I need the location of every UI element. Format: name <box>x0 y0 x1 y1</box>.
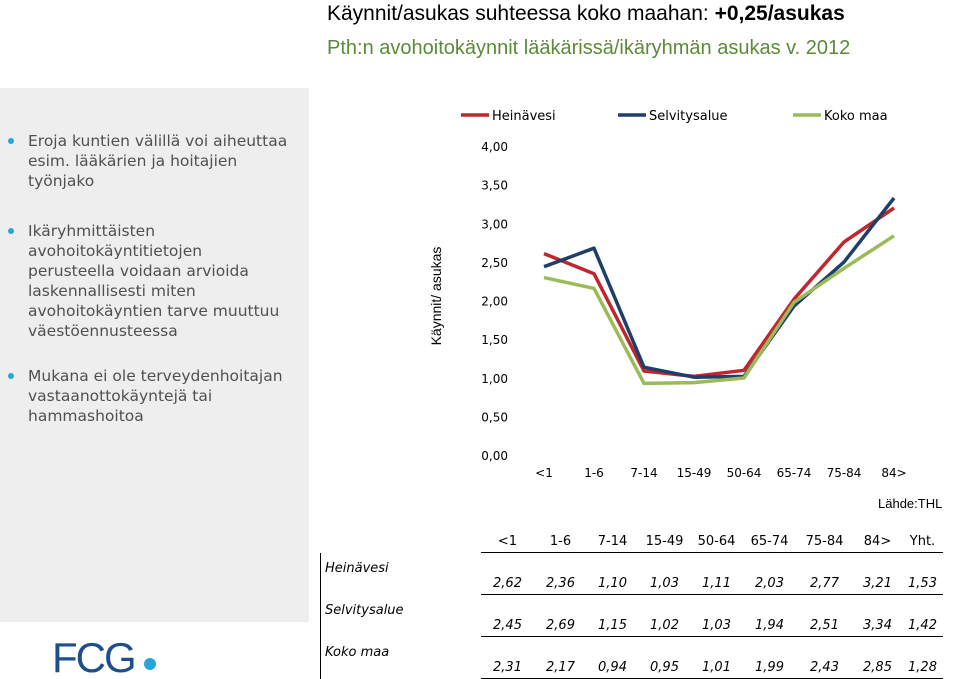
x-axis: <1 1-6 7-14 15-49 50-64 65-74 75-84 84> <box>535 466 907 480</box>
legend-label: Heinävesi <box>492 109 556 124</box>
x-tick-label: 75-84 <box>827 466 862 480</box>
table-cell: 3,34 <box>852 594 903 637</box>
table-cell: 1,03 <box>638 552 691 595</box>
side-panel <box>0 88 309 622</box>
y-tick-label: 3,00 <box>481 217 508 231</box>
page-title: Käynnit/asukas suhteessa koko maahan: +0… <box>327 2 845 26</box>
x-tick-label: 7-14 <box>630 466 657 480</box>
table-cell: 1,53 <box>902 552 943 595</box>
series-line <box>543 206 895 379</box>
line-chart: Heinävesi Selvitysalue Koko maa 0,00 0,50 1,… <box>428 109 907 480</box>
x-tick-label: <1 <box>535 466 553 480</box>
table-cell: 2,43 <box>796 636 853 679</box>
data-table: <1 1-6 7-14 15-49 50-64 65-74 75-84 84> Yht. Hein… <box>320 530 943 679</box>
x-tick-label: 50-64 <box>727 466 762 480</box>
x-tick-label: 84> <box>881 466 906 480</box>
table-row: Koko maa 2,31 2,17 0,94 0,95 1,01 1,99 2,43 2,85… <box>320 636 943 679</box>
x-tick-label: 1-6 <box>584 466 604 480</box>
series-lines <box>543 196 896 386</box>
table-cell: 0,95 <box>638 636 691 679</box>
logo-dot-icon <box>144 658 156 670</box>
y-tick-label: 1,50 <box>481 333 508 347</box>
table-header-cell: Yht. <box>902 530 943 553</box>
table-cell: 1,94 <box>742 594 797 637</box>
bullet-item: Ikäryhmittäisten avohoitokäyntitietojen … <box>8 221 288 341</box>
table-row-label: Selvitysalue <box>320 594 481 637</box>
title-prefix: Käynnit/asukas suhteessa koko maahan: <box>327 2 715 25</box>
table-header-cell: <1 <box>480 530 535 553</box>
table-cell: 1,42 <box>902 594 943 637</box>
table-cell: 2,03 <box>742 552 797 595</box>
table-header-cell: 7-14 <box>586 530 639 553</box>
bullet-text: Eroja kuntien välillä voi aiheuttaa esim… <box>28 132 288 190</box>
table-header-cell: 84> <box>852 530 903 553</box>
legend-label: Selvitysalue <box>649 109 728 124</box>
table-cell: 3,21 <box>852 552 903 595</box>
table-header-cell: 15-49 <box>638 530 691 553</box>
table-cell: 2,45 <box>480 594 535 637</box>
x-tick-label: 15-49 <box>677 466 712 480</box>
bullet-text: Ikäryhmittäisten avohoitokäyntitietojen … <box>28 222 280 340</box>
source-note: Lähde:THL <box>878 496 943 511</box>
table-cell: 2,62 <box>480 552 535 595</box>
table-cell: 2,31 <box>480 636 535 679</box>
chart-legend: Heinävesi Selvitysalue Koko maa <box>461 109 888 124</box>
y-tick-label: 2,00 <box>481 295 508 309</box>
table-cell: 1,11 <box>690 552 743 595</box>
bullet-item: Mukana ei ole terveydenhoitajan vastaano… <box>8 366 293 426</box>
logo-text: FCG <box>52 636 135 678</box>
y-tick-label: 3,50 <box>481 179 508 193</box>
table-cell: 2,51 <box>796 594 853 637</box>
table-cell: 1,99 <box>742 636 797 679</box>
table-header-cell: 75-84 <box>796 530 853 553</box>
table-cell: 1,28 <box>902 636 943 679</box>
table-header-cell: 1-6 <box>534 530 587 553</box>
table-cell: 0,94 <box>586 636 639 679</box>
y-tick-label: 0,50 <box>481 410 508 424</box>
y-axis-label: Käynnit/ asukas <box>428 247 444 346</box>
y-tick-label: 4,00 <box>481 140 508 154</box>
table-cell: 1,15 <box>586 594 639 637</box>
table-row: Heinävesi 2,62 2,36 1,10 1,03 1,11 2,03 2,77 3,2… <box>320 552 943 595</box>
table-corner-cell <box>321 530 481 553</box>
series-line <box>543 234 895 386</box>
series-line <box>543 196 896 379</box>
bullet-text: Mukana ei ole terveydenhoitajan vastaano… <box>28 367 283 425</box>
page-subtitle: Pth:n avohoitokäynnit lääkärissä/ikäryhm… <box>327 37 851 59</box>
bullet-dot-icon <box>8 138 14 144</box>
title-value: +0,25/asukas <box>714 2 845 25</box>
table-cell: 2,36 <box>534 552 587 595</box>
bullet-dot-icon <box>8 373 14 379</box>
y-tick-label: 1,00 <box>481 372 508 386</box>
table-cell: 1,03 <box>690 594 743 637</box>
y-axis: 0,00 0,50 1,00 1,50 2,00 2,50 3,00 3,50 4,00 <box>481 140 508 463</box>
x-tick-label: 65-74 <box>777 466 812 480</box>
table-cell: 2,69 <box>534 594 587 637</box>
table-header-row: <1 1-6 7-14 15-49 50-64 65-74 75-84 84> Yht. <box>321 530 943 553</box>
bullet-dot-icon <box>8 228 14 234</box>
table-cell: 1,10 <box>586 552 639 595</box>
y-tick-label: 2,50 <box>481 256 508 270</box>
table-cell: 1,01 <box>690 636 743 679</box>
table-cell: 2,85 <box>852 636 903 679</box>
table-cell: 1,02 <box>638 594 691 637</box>
table-row: Selvitysalue 2,45 2,69 1,15 1,02 1,03 1,94 2,51… <box>320 594 943 637</box>
table-row-label: Heinävesi <box>320 552 481 595</box>
table-cell: 2,17 <box>534 636 587 679</box>
table-header-cell: 50-64 <box>690 530 743 553</box>
bullet-item: Eroja kuntien välillä voi aiheuttaa esim… <box>8 131 293 191</box>
table-cell: 2,77 <box>796 552 853 595</box>
fcg-logo: FCG <box>52 636 156 678</box>
legend-label: Koko maa <box>824 109 888 124</box>
y-tick-label: 0,00 <box>481 449 508 463</box>
table-header-cell: 65-74 <box>742 530 797 553</box>
table-row-label: Koko maa <box>320 636 481 679</box>
